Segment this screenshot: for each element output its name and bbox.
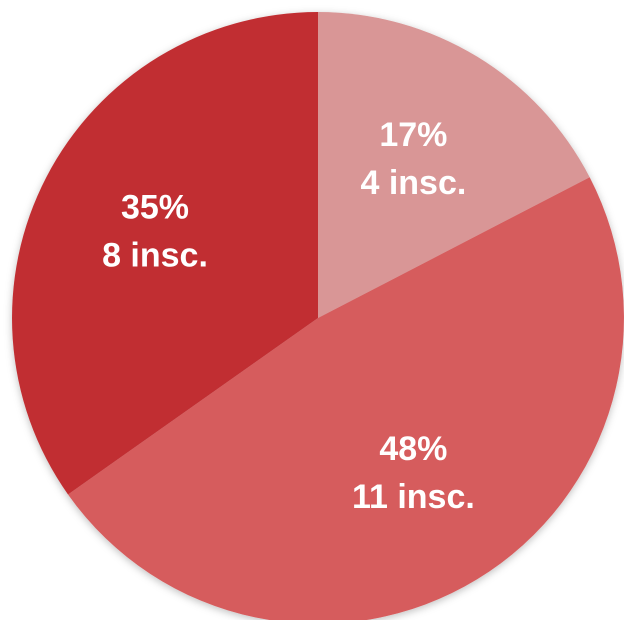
slice-count-label: 8 insc. [102,236,208,274]
slice-count-label: 11 insc. [352,478,475,516]
pie-labels: 17% 4 insc. 48% 11 insc. 35% 8 insc. [102,116,475,516]
slice-percent-label: 35% [121,188,189,226]
pie-slice-1 [318,12,590,318]
pie-slice-3 [12,12,319,495]
pie-slice-2 [68,177,624,620]
pie-slices [12,12,624,620]
slice-percent-label: 48% [379,430,447,468]
slice-percent-label: 17% [379,116,447,154]
slice-count-label: 4 insc. [360,164,466,202]
